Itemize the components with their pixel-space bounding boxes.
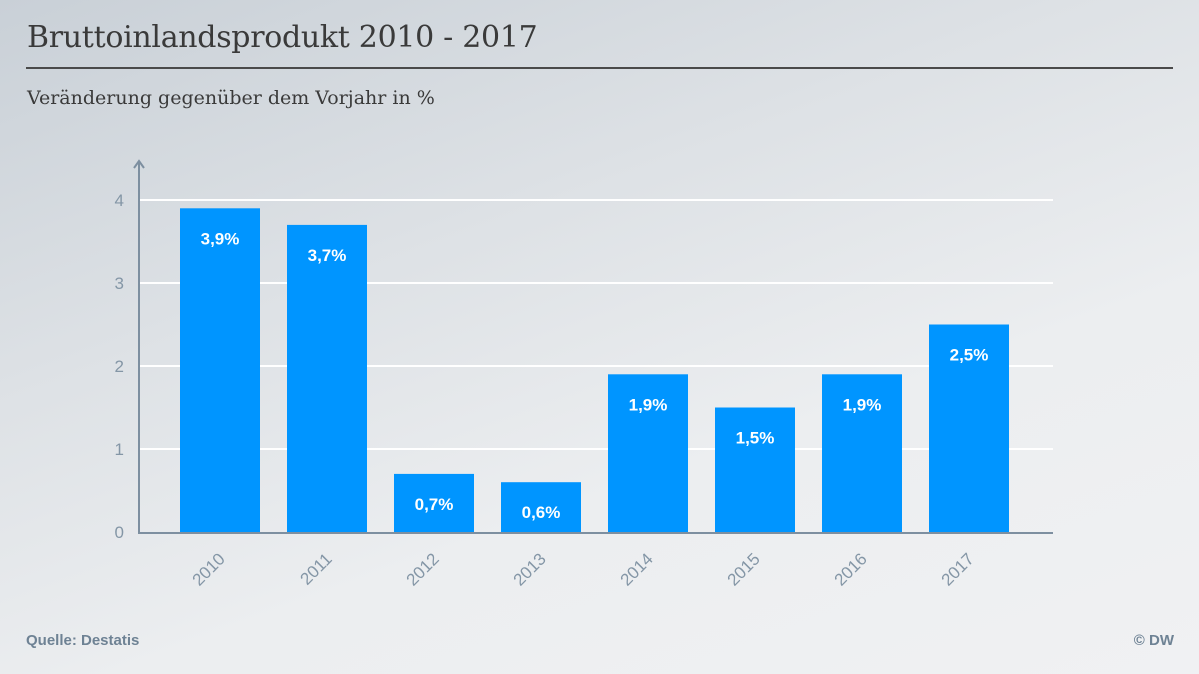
title-divider xyxy=(26,67,1173,69)
x-tick-label: 2011 xyxy=(297,549,336,588)
x-tick-label: 2017 xyxy=(938,549,978,589)
y-axis-arrow-icon xyxy=(133,159,145,169)
bar-data-label: 3,9% xyxy=(201,229,240,248)
bar-2011 xyxy=(287,224,367,532)
y-tick-label: 0 xyxy=(115,523,124,542)
bar-data-label: 1,9% xyxy=(843,395,882,414)
y-tick-label: 2 xyxy=(115,357,124,376)
bar-data-label: 0,7% xyxy=(415,495,454,514)
x-tick-label: 2014 xyxy=(617,549,657,589)
copyright-note: © DW xyxy=(1133,632,1174,649)
bar-data-label: 0,6% xyxy=(522,503,561,522)
bar-2012 xyxy=(394,473,474,532)
bar-2015 xyxy=(715,407,795,532)
bar-data-label: 3,7% xyxy=(308,246,347,265)
bar-2016 xyxy=(822,374,902,532)
axes xyxy=(133,159,1053,534)
y-tick-labels: 0 1 2 3 4 xyxy=(115,191,124,542)
y-tick-label: 1 xyxy=(115,440,124,459)
bar-2013 xyxy=(501,482,581,532)
x-tick-label: 2016 xyxy=(831,549,871,589)
bar-data-labels: 3,9% 3,7% 0,7% 0,6% 1,9% 1,5% 1,9% 2,5% xyxy=(201,229,989,522)
chart-title: Bruttoinlandsprodukt 2010 - 2017 xyxy=(27,20,538,55)
x-tick-labels: 2010 2011 2012 2013 2014 2015 2016 2017 xyxy=(189,549,978,589)
x-tick-label: 2012 xyxy=(403,549,443,589)
bar-data-label: 1,9% xyxy=(629,395,668,414)
bar-2014 xyxy=(608,374,688,532)
bar-data-label: 2,5% xyxy=(950,346,989,365)
source-note: Quelle: Destatis xyxy=(26,632,140,649)
bars xyxy=(180,208,1009,533)
bar-2010 xyxy=(180,208,260,533)
bar-2017 xyxy=(929,324,1009,532)
x-tick-label: 2013 xyxy=(510,549,550,589)
gridlines xyxy=(139,199,1053,450)
x-tick-label: 2010 xyxy=(189,549,229,589)
chart-subtitle: Veränderung gegenüber dem Vorjahr in % xyxy=(27,87,435,109)
y-tick-label: 4 xyxy=(115,191,124,210)
y-tick-label: 3 xyxy=(115,274,124,293)
x-tick-label: 2015 xyxy=(724,549,764,589)
bar-data-label: 1,5% xyxy=(736,429,775,448)
